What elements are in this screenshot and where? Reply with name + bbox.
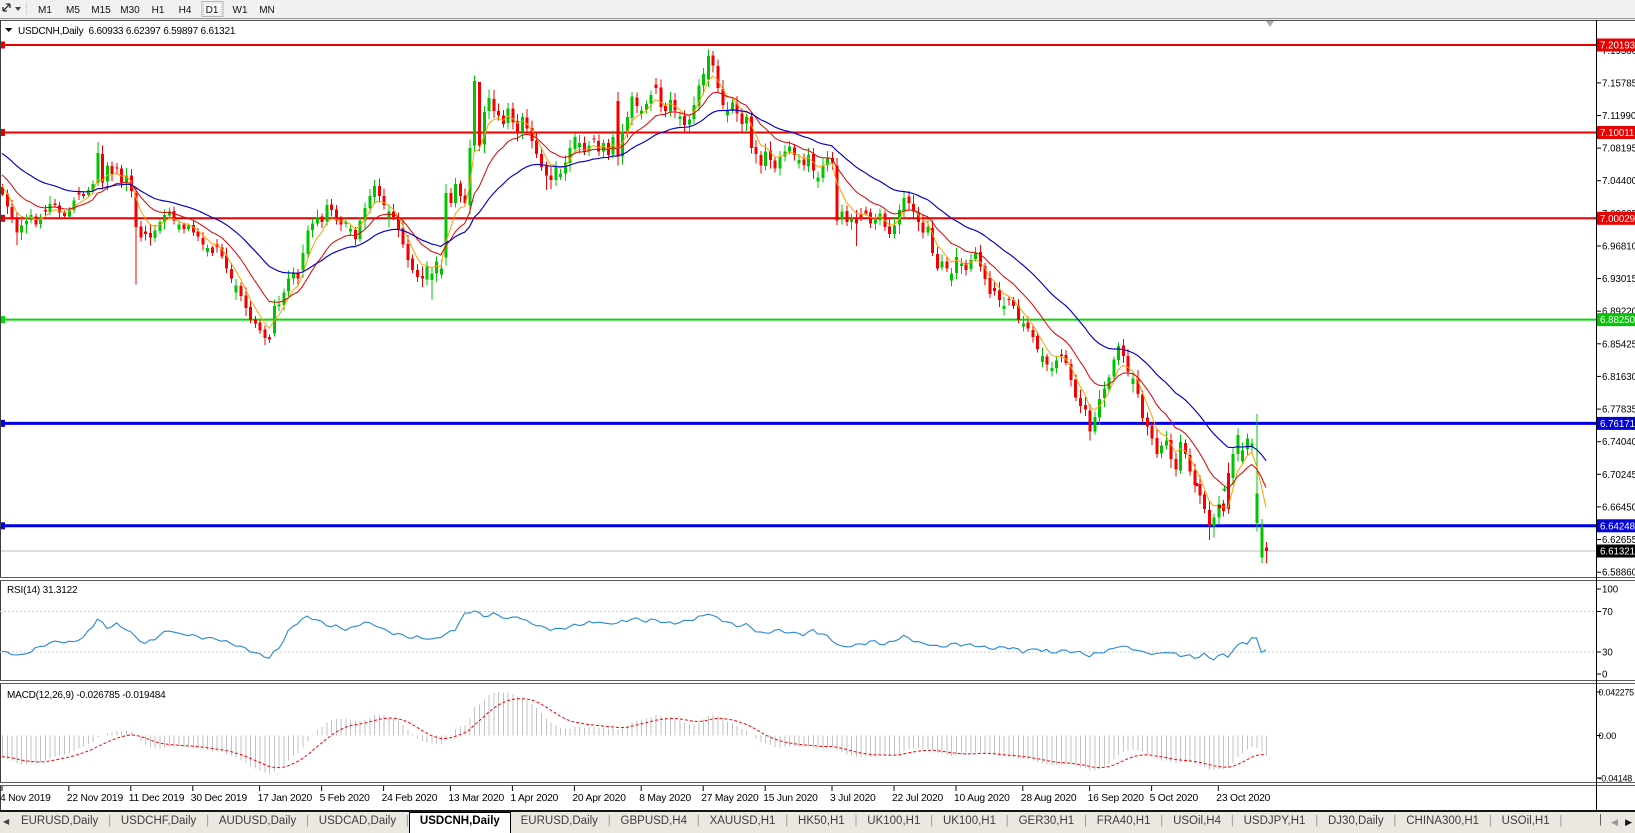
- svg-text:RSI(14) 31.3122: RSI(14) 31.3122: [7, 585, 78, 596]
- svg-text:USDCNH,Daily 6.60933 6.62397: USDCNH,Daily 6.60933 6.62397 6.59897 6.6…: [18, 26, 236, 37]
- svg-text:MACD(12,26,9) -0.026785 -0.019: MACD(12,26,9) -0.026785 -0.019484: [7, 690, 166, 701]
- svg-text:-0.04148: -0.04148: [1599, 774, 1633, 784]
- svg-text:20 Apr 2020: 20 Apr 2020: [572, 793, 626, 804]
- svg-text:D1: D1: [206, 5, 219, 16]
- svg-text:7.10011: 7.10011: [1600, 128, 1634, 139]
- svg-text:6.77835: 6.77835: [1602, 405, 1635, 416]
- svg-text:W1: W1: [233, 5, 248, 16]
- svg-text:7.20193: 7.20193: [1600, 41, 1635, 52]
- svg-text:H1: H1: [152, 5, 165, 16]
- svg-text:6.62655: 6.62655: [1602, 535, 1635, 546]
- svg-text:7.08195: 7.08195: [1602, 144, 1635, 155]
- svg-text:6.76171: 6.76171: [1600, 419, 1635, 430]
- svg-text:23 Oct 2020: 23 Oct 2020: [1216, 793, 1270, 804]
- svg-text:30 Dec 2019: 30 Dec 2019: [191, 793, 248, 804]
- svg-text:7.11990: 7.11990: [1602, 111, 1635, 122]
- svg-text:0: 0: [1602, 670, 1608, 681]
- svg-text:6.61321: 6.61321: [1600, 547, 1635, 558]
- svg-text:H4: H4: [179, 5, 192, 16]
- svg-text:24 Feb 2020: 24 Feb 2020: [382, 793, 438, 804]
- svg-text:M30: M30: [120, 5, 140, 16]
- svg-text:15 Jun 2020: 15 Jun 2020: [763, 793, 818, 804]
- svg-text:10 Aug 2020: 10 Aug 2020: [954, 793, 1010, 804]
- svg-text:6.89220: 6.89220: [1602, 307, 1635, 318]
- svg-text:16 Sep 2020: 16 Sep 2020: [1088, 793, 1145, 804]
- svg-text:22 Jul 2020: 22 Jul 2020: [892, 793, 944, 804]
- svg-text:6.81630: 6.81630: [1602, 372, 1635, 383]
- svg-text:7.04400: 7.04400: [1602, 176, 1635, 187]
- svg-text:100: 100: [1602, 585, 1619, 596]
- svg-text:6.96810: 6.96810: [1602, 242, 1635, 253]
- svg-text:28 Aug 2020: 28 Aug 2020: [1021, 793, 1077, 804]
- svg-text:4 Nov 2019: 4 Nov 2019: [0, 793, 51, 804]
- svg-text:0.042275: 0.042275: [1599, 688, 1635, 698]
- svg-text:6.66450: 6.66450: [1602, 502, 1635, 513]
- svg-text:13 Mar 2020: 13 Mar 2020: [448, 793, 504, 804]
- svg-text:17 Jan 2020: 17 Jan 2020: [258, 793, 313, 804]
- svg-text:8 May 2020: 8 May 2020: [639, 793, 691, 804]
- svg-text:3 Jul 2020: 3 Jul 2020: [830, 793, 876, 804]
- svg-text:6.93015: 6.93015: [1602, 274, 1635, 285]
- svg-text:30: 30: [1602, 648, 1613, 659]
- svg-text:6.88250: 6.88250: [1600, 315, 1635, 326]
- svg-text:22 Nov 2019: 22 Nov 2019: [67, 793, 124, 804]
- svg-text:1 Apr 2020: 1 Apr 2020: [510, 793, 558, 804]
- svg-text:MN: MN: [259, 5, 275, 16]
- svg-text:5 Feb 2020: 5 Feb 2020: [320, 793, 371, 804]
- svg-text:0.00: 0.00: [1599, 731, 1617, 742]
- svg-text:6.70245: 6.70245: [1602, 470, 1635, 481]
- svg-text:M15: M15: [91, 5, 111, 16]
- svg-text:6.74040: 6.74040: [1602, 437, 1635, 448]
- svg-text:M5: M5: [66, 5, 80, 16]
- svg-text:6.58860: 6.58860: [1602, 568, 1635, 579]
- svg-text:11 Dec 2019: 11 Dec 2019: [129, 793, 185, 804]
- svg-text:7.00029: 7.00029: [1600, 214, 1635, 225]
- svg-text:6.64248: 6.64248: [1600, 521, 1635, 532]
- svg-text:M1: M1: [38, 5, 52, 16]
- svg-text:6.85425: 6.85425: [1602, 339, 1635, 350]
- svg-text:5 Oct 2020: 5 Oct 2020: [1150, 793, 1199, 804]
- svg-text:27 May 2020: 27 May 2020: [701, 793, 759, 804]
- svg-text:70: 70: [1602, 607, 1613, 618]
- svg-text:7.15785: 7.15785: [1602, 78, 1635, 89]
